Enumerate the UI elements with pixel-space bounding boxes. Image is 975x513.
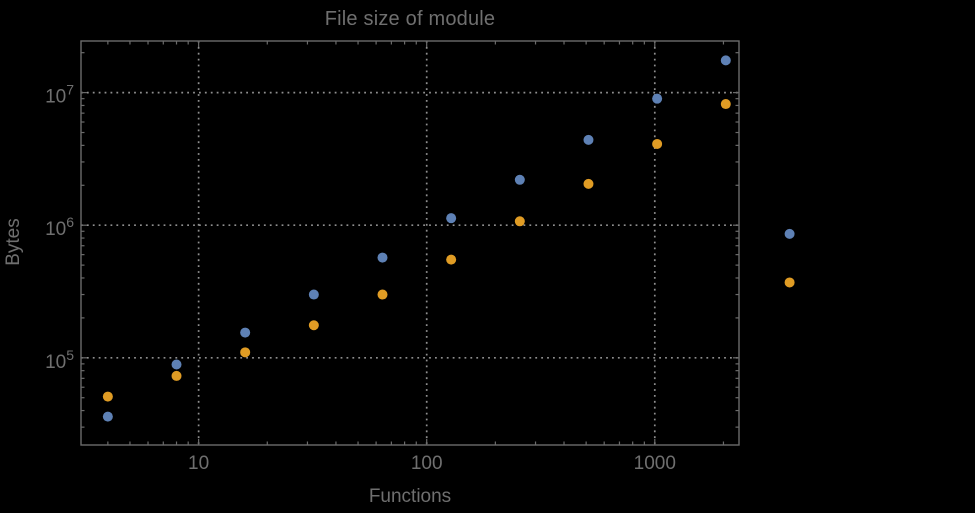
data-point-blue-series [377,252,388,263]
data-point-orange-series [446,254,457,265]
y-tick-label: 107 [45,82,74,108]
x-tick-label: 10 [188,453,209,474]
data-point-blue-series [308,289,319,300]
x-axis-label: Functions [368,486,452,507]
data-point-blue-series [171,359,182,370]
data-point-orange-series [171,370,182,381]
y-axis-label: Bytes [3,218,24,266]
data-point-blue-series [784,228,795,239]
data-point-orange-series [652,138,663,149]
y-tick-label: 106 [45,214,74,240]
plot-frame [80,40,740,446]
data-point-blue-series [102,411,113,422]
data-point-blue-series [720,55,731,66]
data-point-orange-series [102,391,113,402]
data-point-orange-series [583,178,594,189]
data-point-blue-series [446,213,457,224]
data-point-blue-series [652,93,663,104]
data-point-blue-series [583,134,594,145]
y-tick-label: 105 [45,347,74,373]
data-point-orange-series [308,320,319,331]
x-tick-label: 1000 [634,453,676,474]
data-point-orange-series [720,99,731,110]
data-point-orange-series [377,289,388,300]
x-tick-label: 100 [411,453,443,474]
data-point-blue-series [514,174,525,185]
data-point-orange-series [514,216,525,227]
chart-title: File size of module [324,8,496,30]
data-point-blue-series [240,327,251,338]
data-point-orange-series [784,277,795,288]
data-point-orange-series [240,347,251,358]
